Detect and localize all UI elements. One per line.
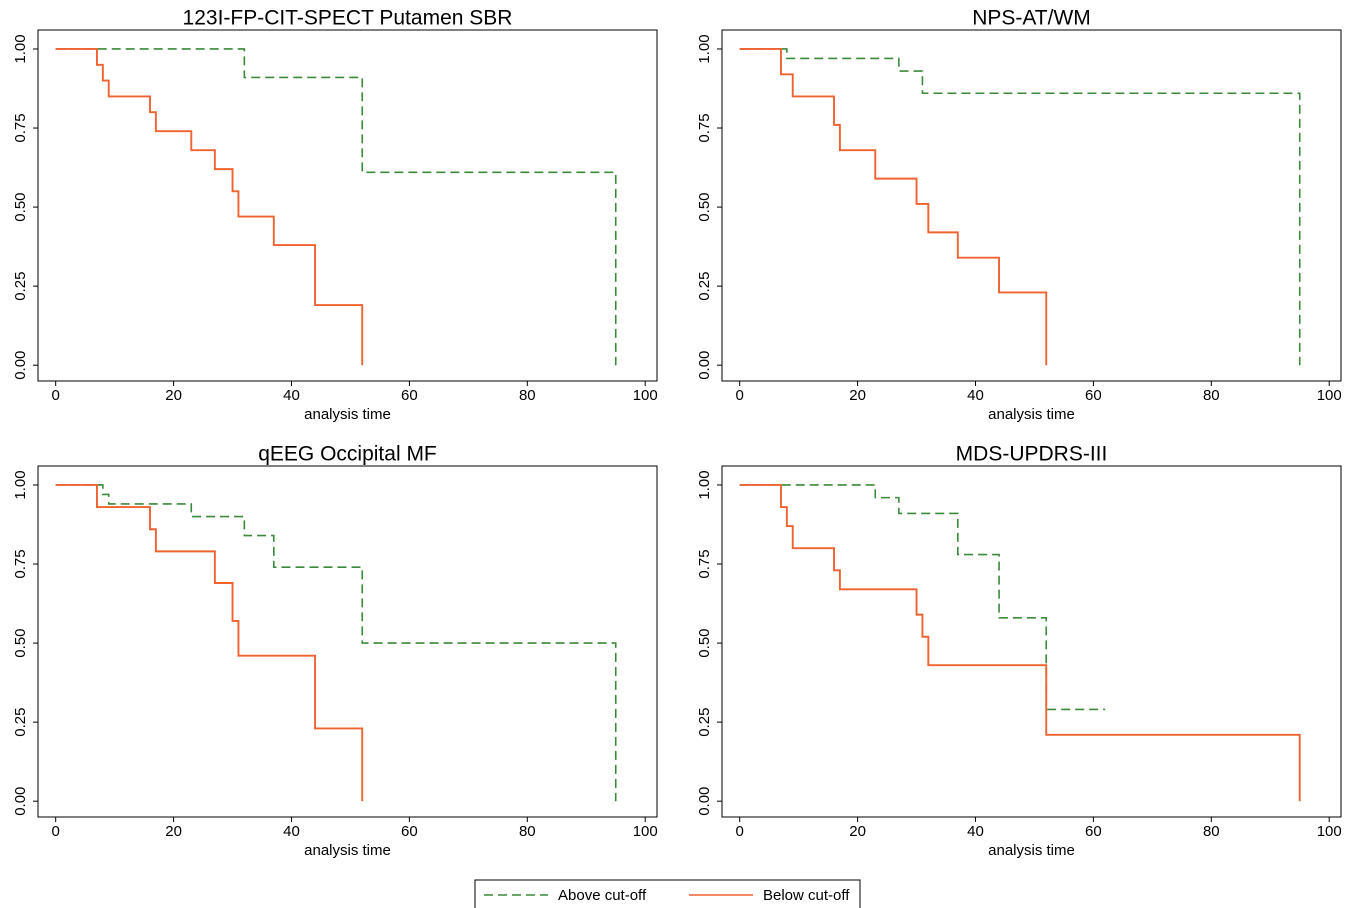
survival-curve (55, 484, 364, 802)
y-tick-label: 0.25 (12, 708, 29, 737)
chart-title: NPS-AT/WM (972, 7, 1091, 30)
x-tick-label: 80 (1203, 823, 1220, 840)
y-tick-label: 0.75 (696, 113, 713, 142)
y-tick-label: 0.50 (696, 628, 713, 657)
x-tick-label: 20 (849, 823, 866, 840)
y-tick-label: 0.75 (12, 549, 29, 578)
y-tick-label: 0.25 (696, 272, 713, 301)
y-tick-label: 0.00 (12, 351, 29, 380)
chart-title: qEEG Occipital MF (258, 443, 437, 466)
y-tick-label: 1.00 (12, 470, 29, 499)
x-tick-label: 20 (849, 387, 866, 404)
y-tick-label: 0.00 (696, 351, 713, 380)
legend-label: Below cut-off (763, 887, 850, 904)
x-tick-label: 40 (283, 387, 300, 404)
x-tick-label: 20 (165, 823, 182, 840)
x-tick-label: 60 (1085, 823, 1102, 840)
plot-frame (721, 465, 1342, 818)
x-axis-label: analysis time (988, 842, 1075, 859)
x-tick-label: 0 (52, 823, 60, 840)
plot-frame (37, 29, 658, 382)
x-tick-label: 60 (401, 387, 418, 404)
legend-label: Above cut-off (558, 887, 647, 904)
x-axis-label: analysis time (304, 842, 391, 859)
x-tick-label: 0 (736, 387, 744, 404)
x-tick-label: 100 (1317, 387, 1342, 404)
x-tick-label: 80 (519, 823, 536, 840)
survival-curve (739, 484, 1301, 802)
y-tick-label: 1.00 (12, 34, 29, 63)
plot-frame (721, 29, 1342, 382)
x-tick-label: 20 (165, 387, 182, 404)
x-tick-label: 60 (401, 823, 418, 840)
plot-frame (37, 465, 658, 818)
survival-curve (55, 48, 364, 366)
y-tick-label: 0.25 (12, 272, 29, 301)
survival-curve (739, 484, 1106, 711)
y-tick-label: 0.75 (12, 113, 29, 142)
y-tick-label: 1.00 (696, 470, 713, 499)
legend-box (474, 879, 861, 908)
x-tick-label: 40 (283, 823, 300, 840)
y-tick-label: 0.75 (696, 549, 713, 578)
x-tick-label: 40 (967, 823, 984, 840)
x-axis-label: analysis time (988, 406, 1075, 423)
x-axis-label: analysis time (304, 406, 391, 423)
y-tick-label: 0.50 (12, 192, 29, 221)
x-tick-label: 60 (1085, 387, 1102, 404)
y-tick-label: 0.50 (696, 192, 713, 221)
y-tick-label: 1.00 (696, 34, 713, 63)
x-tick-label: 80 (519, 387, 536, 404)
x-tick-label: 80 (1203, 387, 1220, 404)
x-tick-label: 0 (736, 823, 744, 840)
y-tick-label: 0.25 (696, 708, 713, 737)
y-tick-label: 0.00 (696, 787, 713, 816)
x-tick-label: 100 (633, 387, 658, 404)
x-tick-label: 100 (1317, 823, 1342, 840)
y-tick-label: 0.00 (12, 787, 29, 816)
x-tick-label: 40 (967, 387, 984, 404)
x-tick-label: 0 (52, 387, 60, 404)
survival-curve (55, 484, 617, 802)
survival-curve (739, 48, 1048, 366)
survival-curve (55, 48, 617, 366)
y-tick-label: 0.50 (12, 628, 29, 657)
survival-curve (739, 48, 1301, 366)
chart-title: 123I-FP-CIT-SPECT Putamen SBR (183, 7, 513, 30)
chart-title: MDS-UPDRS-III (956, 443, 1108, 466)
x-tick-label: 100 (633, 823, 658, 840)
